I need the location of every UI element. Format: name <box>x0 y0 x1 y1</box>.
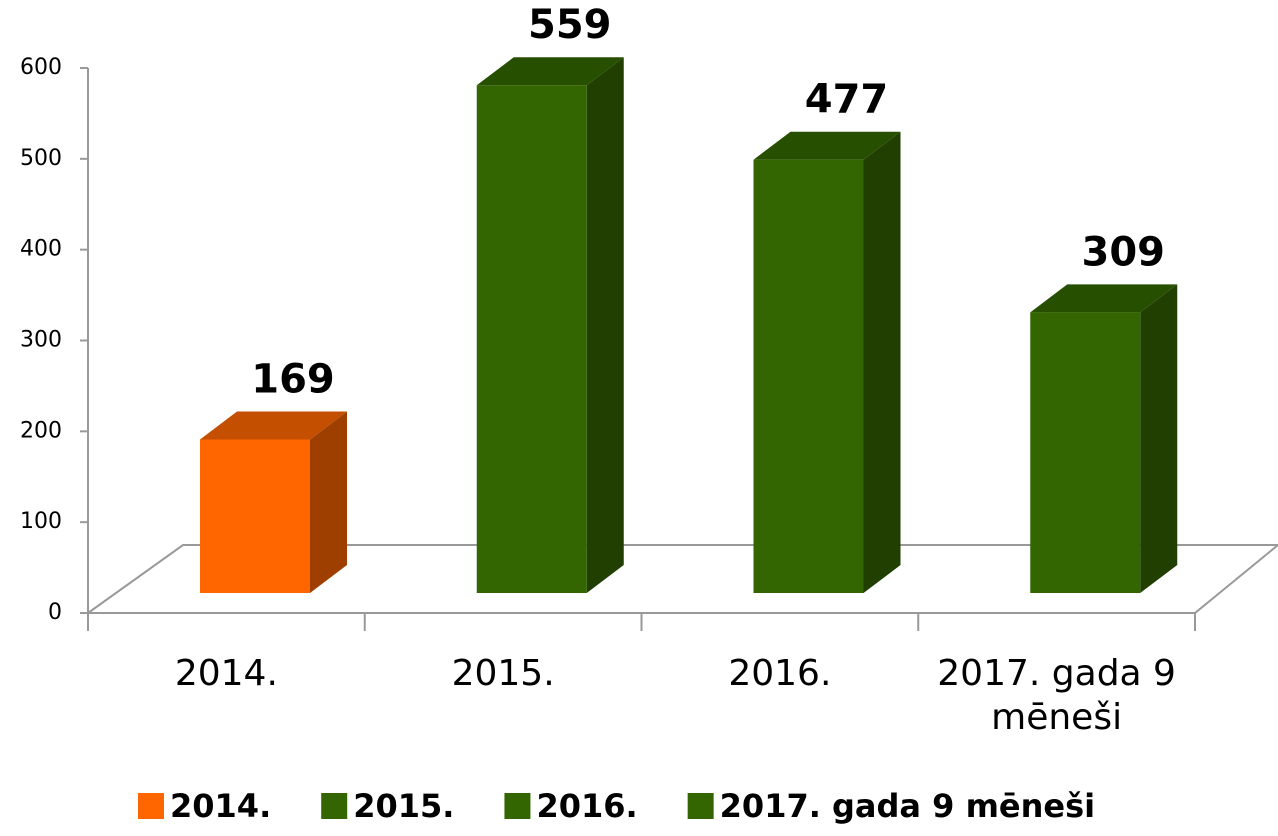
legend-swatch <box>687 793 714 819</box>
data-label: 169 <box>251 356 335 402</box>
legend-label: 2016. <box>536 787 637 825</box>
legend-swatch <box>138 793 164 819</box>
bar-top <box>476 57 624 86</box>
bar-side <box>863 131 901 593</box>
bar-side <box>586 57 624 594</box>
data-label: 477 <box>805 77 889 123</box>
x-tick-label: 2017. gada 9 mēneši <box>937 653 1176 738</box>
data-label: 559 <box>528 2 612 48</box>
legend-label: 2014. <box>170 787 271 825</box>
data-label: 309 <box>1082 229 1166 275</box>
bar-top <box>753 131 901 160</box>
legend-label: 2017. gada 9 mēneši <box>720 787 1095 825</box>
bar <box>753 159 864 593</box>
bar <box>476 85 587 593</box>
bar <box>200 439 310 593</box>
bar-top <box>200 411 347 440</box>
y-tick-label: 0 <box>48 600 62 625</box>
x-tick-label: 2016. <box>728 653 832 694</box>
y-tick-label: 400 <box>20 237 62 262</box>
legend-swatch <box>321 793 348 819</box>
legend-label: 2015. <box>353 787 454 825</box>
y-tick-label: 500 <box>20 146 62 171</box>
bar-top <box>1030 284 1178 313</box>
y-tick-label: 200 <box>20 418 62 443</box>
y-tick-label: 100 <box>20 509 62 534</box>
floor <box>84 544 1278 614</box>
y-tick-label: 300 <box>20 328 62 353</box>
x-tick-label: 2014. <box>174 653 278 694</box>
legend-swatch <box>504 793 531 819</box>
y-tick-label: 600 <box>20 55 62 80</box>
bar-side <box>310 411 347 593</box>
bar <box>1030 312 1141 593</box>
bar-side <box>1140 284 1178 593</box>
x-tick-label: 2015. <box>451 653 555 694</box>
